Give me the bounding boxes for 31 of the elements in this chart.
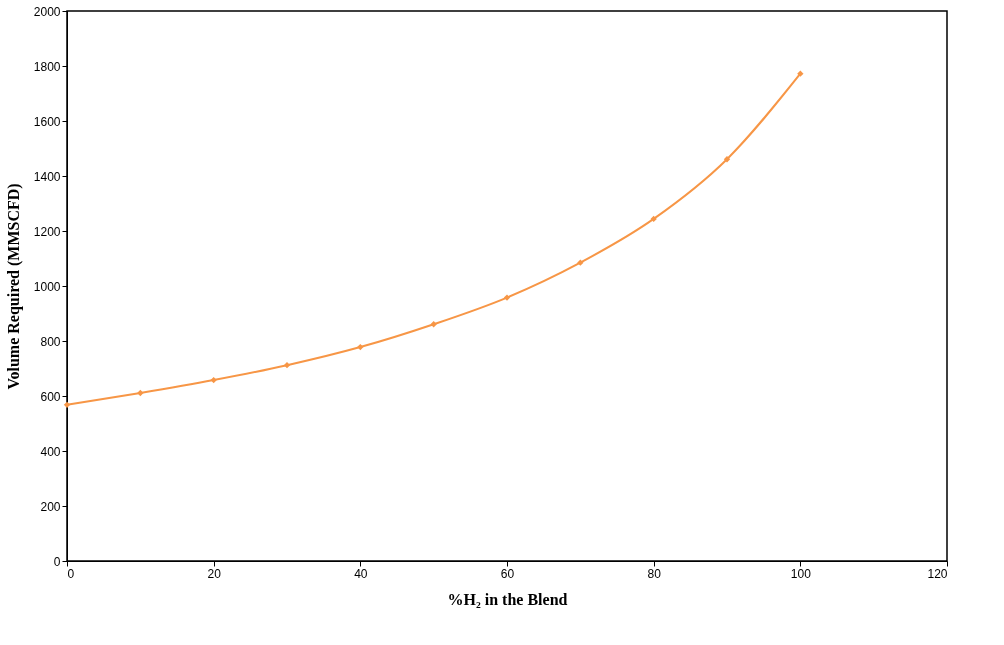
x-tick-label: 120 (927, 566, 948, 581)
x-tick-label: 100 (790, 566, 812, 581)
y-tick-label: 1400 (33, 169, 61, 184)
x-tick-label: 40 (354, 566, 368, 581)
point (357, 343, 364, 351)
point (210, 376, 217, 384)
y-tick-label: 600 (40, 389, 61, 404)
x-tick-label: 80 (647, 566, 662, 581)
point (503, 294, 511, 301)
y-tick-label: 800 (40, 334, 61, 349)
y-tick-label: 400 (40, 444, 61, 459)
y-tick-label: 200 (40, 499, 61, 514)
x-tick-label: 20 (207, 566, 222, 581)
point (797, 70, 804, 77)
point (650, 215, 657, 223)
y-tick-label: 1800 (33, 59, 61, 74)
y-tick-label: 1600 (33, 114, 61, 129)
y-tick-label: 1000 (33, 279, 61, 294)
point (283, 362, 291, 369)
y-tick-label: 0 (53, 554, 61, 569)
point (430, 321, 437, 328)
point (63, 401, 71, 408)
point (723, 156, 731, 163)
y-axis-title: Volume Required (MMSCFD) (4, 183, 23, 390)
x-tick-label: 0 (67, 566, 75, 581)
y-tick-label: 2000 (33, 4, 61, 19)
x-axis-title: %H₂ in the Blend (447, 590, 568, 608)
x-tick-label: 60 (500, 566, 515, 581)
y-tick-label: 1200 (33, 224, 61, 239)
point (577, 259, 584, 266)
point (137, 389, 144, 397)
